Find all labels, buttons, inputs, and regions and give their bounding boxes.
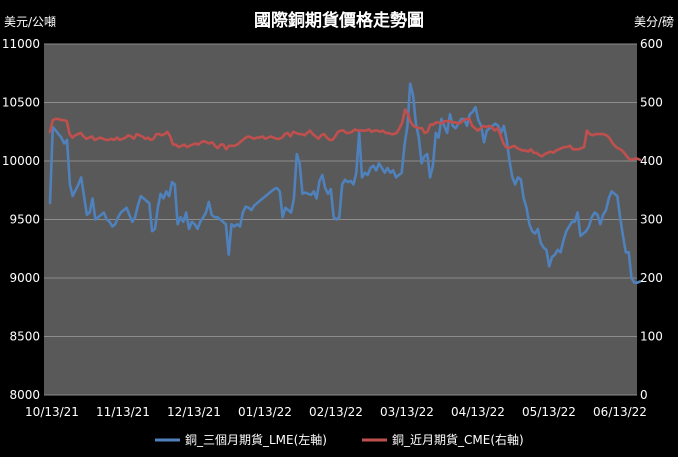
gridlines bbox=[44, 43, 637, 396]
right-tick-label: 100 bbox=[640, 330, 663, 344]
x-tick-label: 10/13/21 bbox=[25, 405, 79, 419]
left-tick-label: 8000 bbox=[9, 388, 40, 402]
x-tick-label: 03/13/22 bbox=[380, 405, 434, 419]
left-tick-label: 9500 bbox=[9, 213, 40, 227]
left-tick-label: 11000 bbox=[2, 37, 40, 51]
right-tick-label: 600 bbox=[640, 37, 663, 51]
x-tick-label: 05/13/22 bbox=[522, 405, 576, 419]
right-tick-label: 300 bbox=[640, 213, 663, 227]
left-axis-unit: 美元/公噸 bbox=[4, 15, 56, 29]
right-tick-label: 200 bbox=[640, 271, 663, 285]
series-line-cme bbox=[48, 108, 642, 162]
x-axis-tick-labels: 10/13/21 11/13/21 12/13/21 01/13/22 02/13/22… bbox=[25, 405, 647, 419]
x-tick-label: 11/13/21 bbox=[96, 405, 150, 419]
series-line-lme bbox=[48, 82, 642, 285]
x-tick-label: 12/13/21 bbox=[167, 405, 221, 419]
left-tick-label: 8500 bbox=[9, 330, 40, 344]
right-axis-tick-labels: 0 100 200 300 400 500 600 bbox=[640, 37, 663, 402]
series-lines bbox=[48, 82, 642, 285]
x-tick-label: 02/13/22 bbox=[309, 405, 363, 419]
left-axis-tick-labels: 8000 8500 9000 9500 10000 10500 11000 bbox=[2, 37, 40, 402]
legend: 銅_三個月期貨_LME(左軸) 銅_近月期貨_CME(右軸) bbox=[155, 432, 524, 447]
right-tick-label: 400 bbox=[640, 154, 663, 168]
x-tick-label: 04/13/22 bbox=[451, 405, 505, 419]
left-tick-label: 10000 bbox=[2, 154, 40, 168]
left-tick-label: 10500 bbox=[2, 96, 40, 110]
x-tick-label: 06/13/22 bbox=[593, 405, 647, 419]
legend-label-lme: 銅_三個月期貨_LME(左軸) bbox=[185, 432, 327, 447]
right-tick-label: 500 bbox=[640, 96, 663, 110]
legend-label-cme: 銅_近月期貨_CME(右軸) bbox=[392, 432, 524, 447]
chart-title: 國際銅期貨價格走勢圖 bbox=[254, 10, 424, 31]
right-tick-label: 0 bbox=[640, 388, 648, 402]
left-tick-label: 9000 bbox=[9, 271, 40, 285]
right-axis-unit: 美分/磅 bbox=[634, 14, 674, 29]
x-tick-label: 01/13/22 bbox=[238, 405, 292, 419]
